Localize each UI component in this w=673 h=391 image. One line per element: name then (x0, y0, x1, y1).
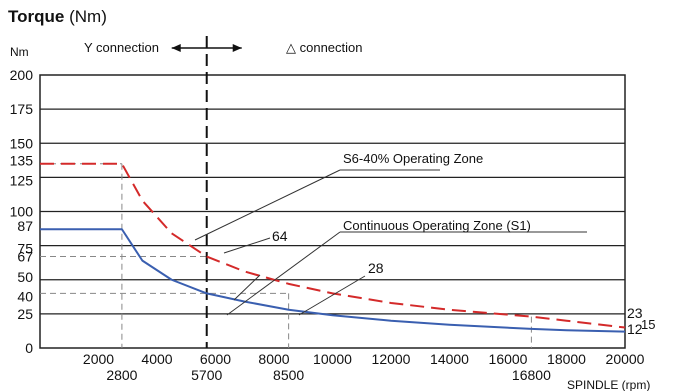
y-tick-0: 0 (25, 340, 33, 356)
y-tick-200: 200 (10, 67, 34, 83)
annotation-28: 28 (368, 260, 384, 276)
leader-28 (298, 275, 366, 316)
y-tick-100: 100 (10, 204, 34, 220)
y-connection-label: Y connection (84, 40, 159, 55)
annotation-s6-zone: S6-40% Operating Zone (343, 151, 483, 166)
y-axis-title: Nm (10, 45, 29, 59)
x-tick-8000: 8000 (258, 351, 289, 367)
x-tick-18000: 18000 (547, 351, 586, 367)
y-tick-67: 67 (17, 249, 33, 265)
series-1-line (40, 228, 626, 333)
x-tick-14000: 14000 (430, 351, 469, 367)
x-tick-20000: 20000 (606, 351, 645, 367)
title-bold: Torque (8, 7, 65, 26)
x-tick-8500: 8500 (273, 367, 304, 383)
chart-title: Torque (Nm) (8, 7, 107, 27)
leader-mid (233, 274, 261, 301)
leader-64 (223, 237, 271, 254)
annotation-15: 15 (641, 317, 655, 332)
annotation-23: 23 (627, 305, 643, 321)
y-tick-125: 125 (10, 172, 34, 188)
x-tick-10000: 10000 (313, 351, 352, 367)
delta-connection-label: △ connection (286, 40, 363, 55)
arrow-right-head (232, 44, 242, 52)
y-tick-87: 87 (17, 218, 33, 234)
series-0-line (40, 162, 626, 329)
y-tick-175: 175 (10, 101, 34, 117)
x-tick-2000: 2000 (83, 351, 114, 367)
y-tick-135: 135 (10, 153, 34, 169)
title-unit: (Nm) (69, 7, 107, 26)
x-tick-4000: 4000 (141, 351, 172, 367)
y-tick-50: 50 (17, 269, 33, 285)
x-tick-16800: 16800 (512, 367, 551, 383)
x-axis-title: SPINDLE (rpm) (567, 378, 650, 391)
x-tick-16000: 16000 (489, 351, 528, 367)
y-tick-75: 75 (17, 241, 33, 257)
arrow-left-head (171, 44, 181, 52)
y-tick-25: 25 (17, 306, 33, 322)
annotation-12: 12 (627, 321, 643, 337)
x-tick-6000: 6000 (200, 351, 231, 367)
annotation-s1-zone: Continuous Operating Zone (S1) (343, 218, 531, 233)
y-tick-150: 150 (10, 135, 34, 151)
x-tick-5700: 5700 (191, 367, 222, 383)
x-tick-12000: 12000 (372, 351, 411, 367)
y-tick-40: 40 (17, 288, 33, 304)
leader-s6 (194, 169, 341, 241)
x-tick-2800: 2800 (106, 367, 137, 383)
leader-s1 (226, 231, 341, 316)
annotation-64: 64 (272, 228, 288, 244)
